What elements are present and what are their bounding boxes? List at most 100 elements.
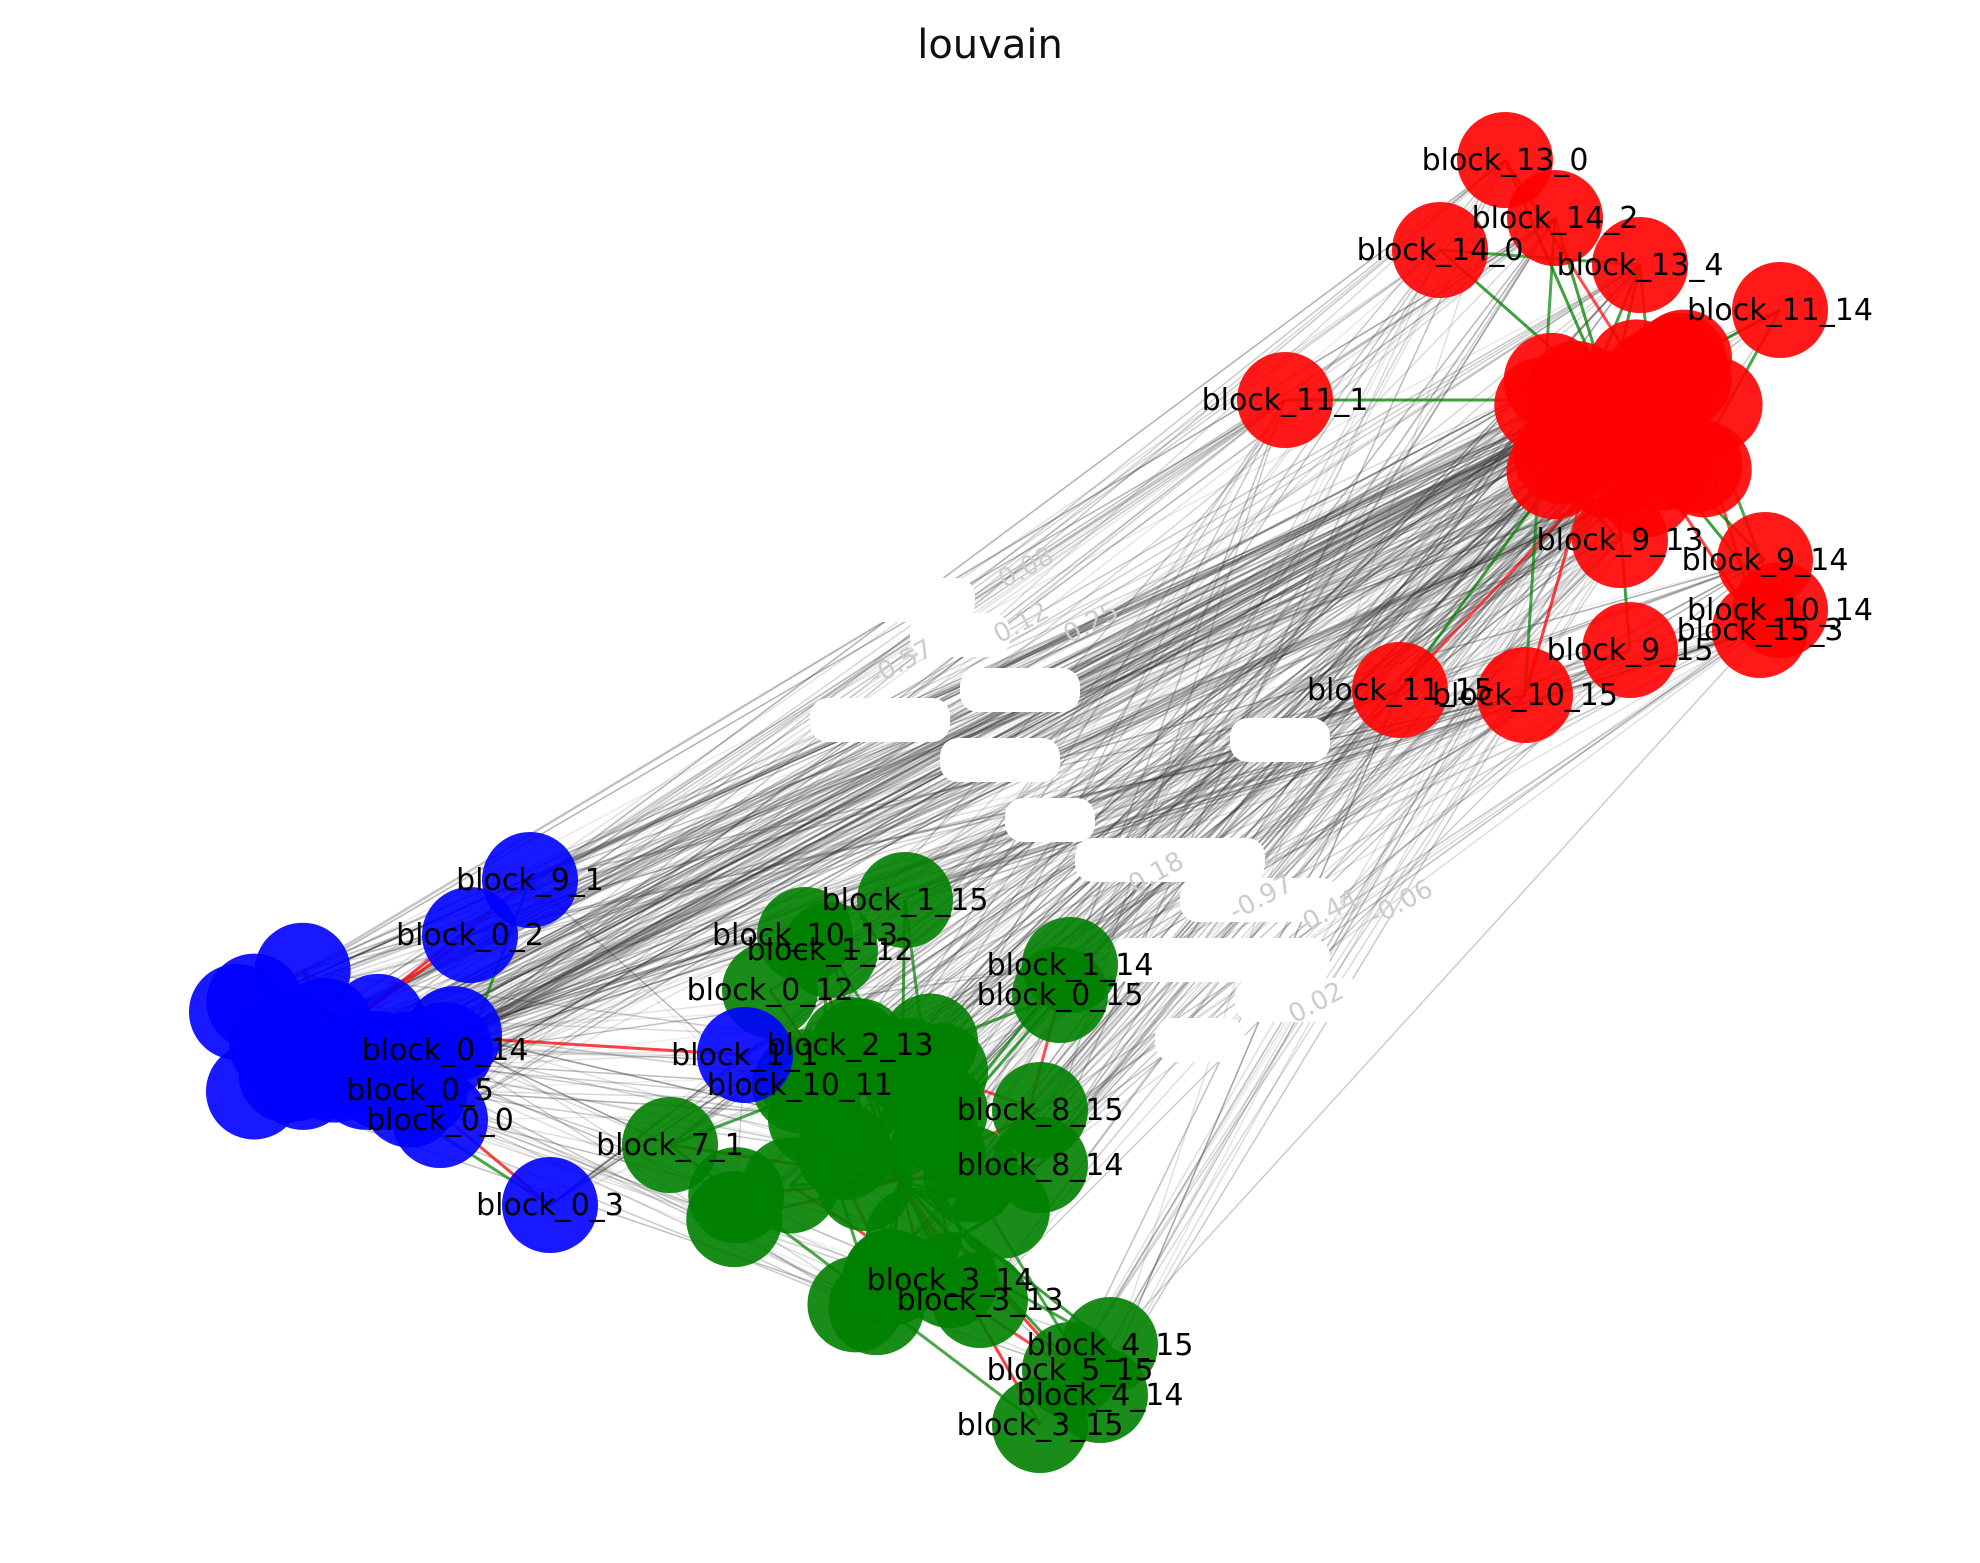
inter-edge-red-blue [439,455,1563,1121]
inter-edge-red-green [1099,367,1637,1396]
node-label: block_1_14 [987,948,1154,983]
inter-edge-red-green [1059,399,1286,996]
node-block-8-14 [992,1117,1088,1213]
inter-edge-red-green [906,217,1556,1067]
node-label: block_0_12 [687,973,854,1008]
node-label: block_10_15 [1432,678,1618,713]
inter-edge-red-green [970,404,1543,1175]
inter-edge-red-blue [529,365,1672,881]
inter-edge-red-blue [382,365,1672,1083]
inter-edge-red-green [939,399,1286,1072]
inter-edge-red-blue [444,264,1641,1051]
inter-edge-red-green [1001,378,1685,1212]
inter-edge-red-blue [360,366,1637,1061]
inter-edge-red-blue [286,365,1672,1076]
node-label: block_11_15 [1307,673,1493,708]
node-label: block_11_14 [1687,293,1873,328]
node-label: block_7_1 [596,1128,744,1163]
graph-title: louvain [917,22,1063,68]
inter-edge-red-blue [444,387,1667,1051]
node-green [882,993,979,1090]
node-label: block_9_15 [1547,633,1714,668]
inter-edge-red-blue [439,360,1680,1121]
inter-edge-red-green [1099,388,1667,1396]
inter-edge-red-blue [411,387,1667,1060]
node-block-9-15 [1582,602,1678,698]
inter-edge-red-green [1059,539,1621,996]
inter-edge-red-green [1099,689,1401,1396]
inter-edge-red-blue [469,694,1526,936]
node-label: block_4_14 [1017,1378,1184,1413]
inter-edge-red-blue [411,383,1669,1060]
edge-label-box [1110,938,1330,982]
edge-label-box [1155,1018,1245,1062]
inter-edge-red-green [799,455,1563,1086]
inter-edge-red-blue [253,470,1555,1093]
node-label: block_11_1 [1202,383,1369,418]
node-label: block_10_11 [707,1068,893,1103]
edge-label-box [910,613,1010,657]
inter-edge-red-green [1069,437,1657,1371]
inter-edge-red-green [804,461,1662,936]
inter-edge-red-blue [411,264,1641,1060]
inter-edge-red-blue [296,360,1680,1074]
inter-edge-red-green [858,380,1553,1047]
inter-edge-red-green [1001,470,1556,1212]
inter-edge-red-blue [253,399,1286,1003]
node-green [828,1259,925,1356]
inter-edge-red-blue [469,694,1526,936]
inter-edge-red-blue [236,399,1286,1013]
node-label: block_14_2 [1472,201,1639,236]
inter-edge-red-blue [529,365,1672,881]
edge-label-box [1230,718,1330,762]
inter-edge-red-blue [453,404,1715,1035]
node-label: block_0_0 [366,1103,514,1138]
inter-edge-red-blue [296,455,1563,1074]
inter-edge-red-green [799,398,1605,1086]
inter-edge-red-blue [334,366,1637,1076]
node-block-3-15 [992,1377,1088,1473]
node-label: block_9_13 [1537,523,1704,558]
inter-edge-red-green [1099,689,1401,1396]
inter-edge-red-green [913,249,1441,1237]
node-label: block_14_0 [1357,233,1524,268]
inter-edge-green-blue [453,1033,817,1120]
inter-edge-red-blue [529,356,1685,881]
inter-edge-red-green [1069,378,1652,1371]
inter-edge-red-green [1001,249,1441,1211]
node-block-0-3 [502,1157,598,1253]
edge-label-box [810,698,950,742]
inter-edge-red-green [854,399,1286,1102]
inter-edge-red-green [1039,159,1506,1166]
inter-edge-red-blue [469,399,1286,936]
node-block-11-15 [1352,642,1448,738]
inter-edge-red-blue [529,609,1781,881]
node-block-9-13 [1572,492,1668,588]
node-green [816,1135,913,1232]
inter-edge-red-blue [469,539,1621,936]
node-label: block_10_14 [1687,593,1873,628]
inter-edge-red-green [805,388,1577,1078]
node-label: block_1_15 [822,883,989,918]
node-label: block_4_15 [1027,1328,1194,1363]
inter-edge-red-blue [302,488,1647,1083]
inter-edge-red-green [854,398,1605,1102]
inter-edge-red-blue [364,387,1667,1083]
edge-label-box [1235,978,1365,1022]
node-block-1-15 [857,852,953,948]
inter-edge-red-green [804,397,1605,936]
node-block-7-1 [622,1097,718,1193]
inter-edge-red-blue [377,404,1715,1023]
inter-edge-red-blue [334,397,1605,1076]
inter-edge-red-blue [409,360,1680,1101]
inter-edge-red-blue [409,356,1685,1101]
inter-edge-red-blue [360,380,1553,1061]
inter-edge-red-blue [302,470,1555,1083]
inter-edge-red-blue [444,380,1553,1051]
inter-edge-red-blue [334,356,1685,1076]
inter-edge-red-blue [296,397,1605,1074]
node-label: block_1_1 [671,1038,819,1073]
